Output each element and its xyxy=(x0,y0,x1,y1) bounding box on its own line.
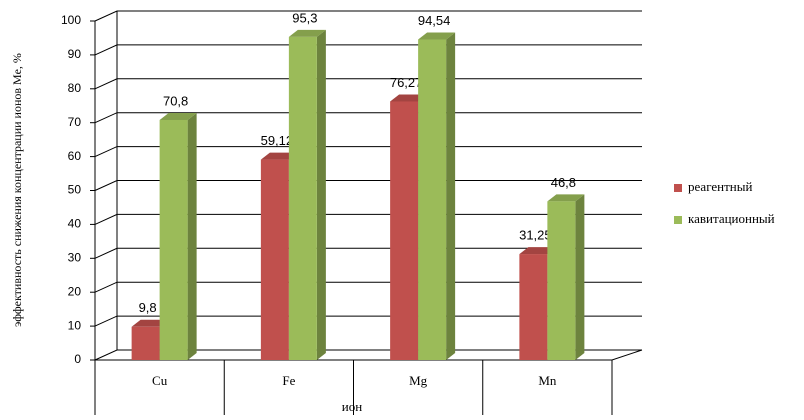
bar-side xyxy=(316,29,326,360)
y-tick-label: 80 xyxy=(68,81,82,95)
value-label: 95,3 xyxy=(292,10,317,25)
grid-line xyxy=(94,281,642,293)
bar-top xyxy=(519,247,557,255)
value-label: 9,8 xyxy=(139,300,157,315)
x-tick-label: Fe xyxy=(282,373,295,388)
bar-top xyxy=(131,319,169,327)
bar xyxy=(390,101,419,360)
y-tick-label: 10 xyxy=(68,318,82,332)
legend-swatch xyxy=(674,216,682,224)
bar-top xyxy=(159,112,197,120)
grid-line xyxy=(94,112,642,124)
value-label: 94,54 xyxy=(418,13,451,28)
legend-label: реагентный xyxy=(688,179,752,194)
y-tick-label: 60 xyxy=(68,149,82,163)
y-tick-label: 50 xyxy=(68,183,82,197)
bar-top xyxy=(418,32,456,40)
bar xyxy=(260,159,289,360)
value-label: 59,12 xyxy=(261,133,294,148)
grid-line xyxy=(94,44,642,56)
value-label: 70,8 xyxy=(163,93,188,108)
y-tick-label: 30 xyxy=(68,250,82,264)
bar xyxy=(519,254,548,360)
y-tick-label: 70 xyxy=(68,115,82,129)
bar-top xyxy=(547,194,585,202)
bar xyxy=(547,201,576,360)
y-tick-label: 100 xyxy=(61,13,81,27)
y-tick-label: 90 xyxy=(68,47,82,61)
bar-side xyxy=(446,32,456,360)
bar-side xyxy=(575,194,585,360)
bar-top xyxy=(288,29,326,37)
grid-line xyxy=(94,10,642,22)
legend-swatch xyxy=(674,184,682,192)
grid-line xyxy=(94,247,642,259)
x-tick-label: Mg xyxy=(409,373,428,388)
x-tick-label: Mn xyxy=(538,373,557,388)
grid-line xyxy=(94,146,642,158)
y-tick-label: 0 xyxy=(74,352,81,366)
y-tick-label: 20 xyxy=(68,284,82,298)
value-label: 46,8 xyxy=(551,175,576,190)
bar xyxy=(159,119,188,360)
grid-line xyxy=(94,315,642,327)
x-tick-label: Cu xyxy=(152,373,168,388)
grid-line xyxy=(94,180,642,191)
legend-label: кавитационный xyxy=(688,211,775,226)
bar-top xyxy=(390,94,428,102)
bar xyxy=(131,326,160,360)
y-axis-label: эффективность снижения концентрации ионо… xyxy=(10,53,24,327)
bar xyxy=(288,36,317,361)
bar-top xyxy=(260,152,298,160)
grid-line xyxy=(94,213,642,225)
x-axis-label: ион xyxy=(342,399,362,414)
grid-line xyxy=(94,78,642,90)
bar xyxy=(418,39,447,360)
value-label: 31,25 xyxy=(519,228,552,243)
y-tick-label: 40 xyxy=(68,217,82,231)
grid-line xyxy=(94,349,642,361)
value-label: 76,27 xyxy=(390,75,423,90)
bar-side xyxy=(187,112,197,360)
